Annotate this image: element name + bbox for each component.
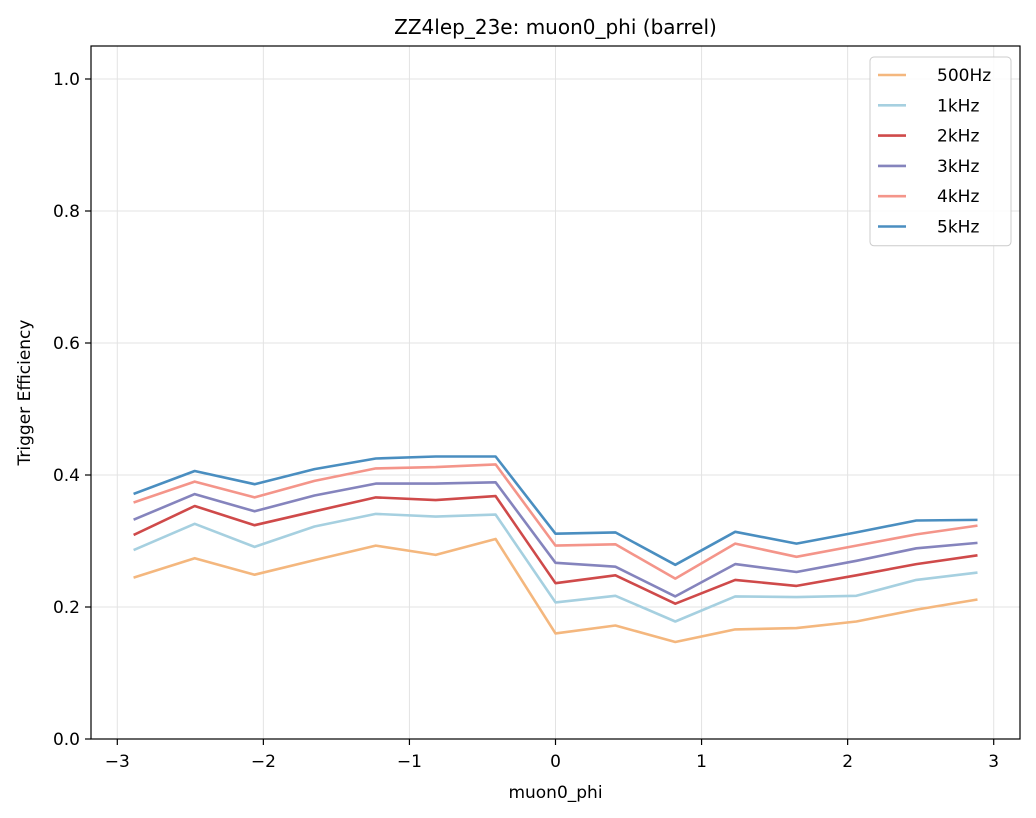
series-line-2kHz — [133, 494, 978, 606]
series-line-5kHz — [133, 455, 978, 567]
y-tick-label: 0.0 — [53, 730, 80, 750]
legend-label-3kHz: 3kHz — [937, 157, 979, 177]
series-line-3kHz — [133, 480, 978, 598]
y-tick-label: 1.0 — [53, 70, 80, 90]
y-axis-title: Trigger Efficiency — [15, 320, 35, 467]
series-line-500Hz — [133, 537, 978, 644]
x-tick-label: 0 — [550, 752, 561, 772]
legend-label-1kHz: 1kHz — [937, 96, 979, 116]
legend: 500Hz 1kHz 2kHz 3kHz 4kHz 5kHz — [869, 56, 1012, 247]
y-tick-label: 0.2 — [53, 598, 80, 618]
axis-ticks: −3 −2 −1 0 1 2 3 0.0 0.2 0.4 0.6 0.8 1.0 — [53, 70, 999, 772]
series-line-1kHz — [133, 512, 978, 623]
x-axis-title: muon0_phi — [508, 783, 602, 803]
y-tick-label: 0.8 — [53, 202, 80, 222]
y-tick-label: 0.4 — [53, 466, 80, 486]
x-tick-label: 3 — [988, 752, 999, 772]
legend-label-500Hz: 500Hz — [937, 66, 991, 86]
x-tick-label: 1 — [696, 752, 707, 772]
y-tick-label: 0.6 — [53, 334, 80, 354]
legend-label-2kHz: 2kHz — [937, 127, 979, 147]
x-tick-label: −1 — [397, 752, 422, 772]
chart-title: ZZ4lep_23e: muon0_phi (barrel) — [394, 15, 717, 39]
x-tick-label: −3 — [105, 752, 130, 772]
series-line-4kHz — [133, 463, 978, 580]
x-tick-label: −2 — [251, 752, 276, 772]
x-tick-label: 2 — [842, 752, 853, 772]
legend-label-5kHz: 5kHz — [937, 218, 979, 238]
legend-label-4kHz: 4kHz — [937, 187, 979, 207]
series-lines — [133, 455, 978, 644]
